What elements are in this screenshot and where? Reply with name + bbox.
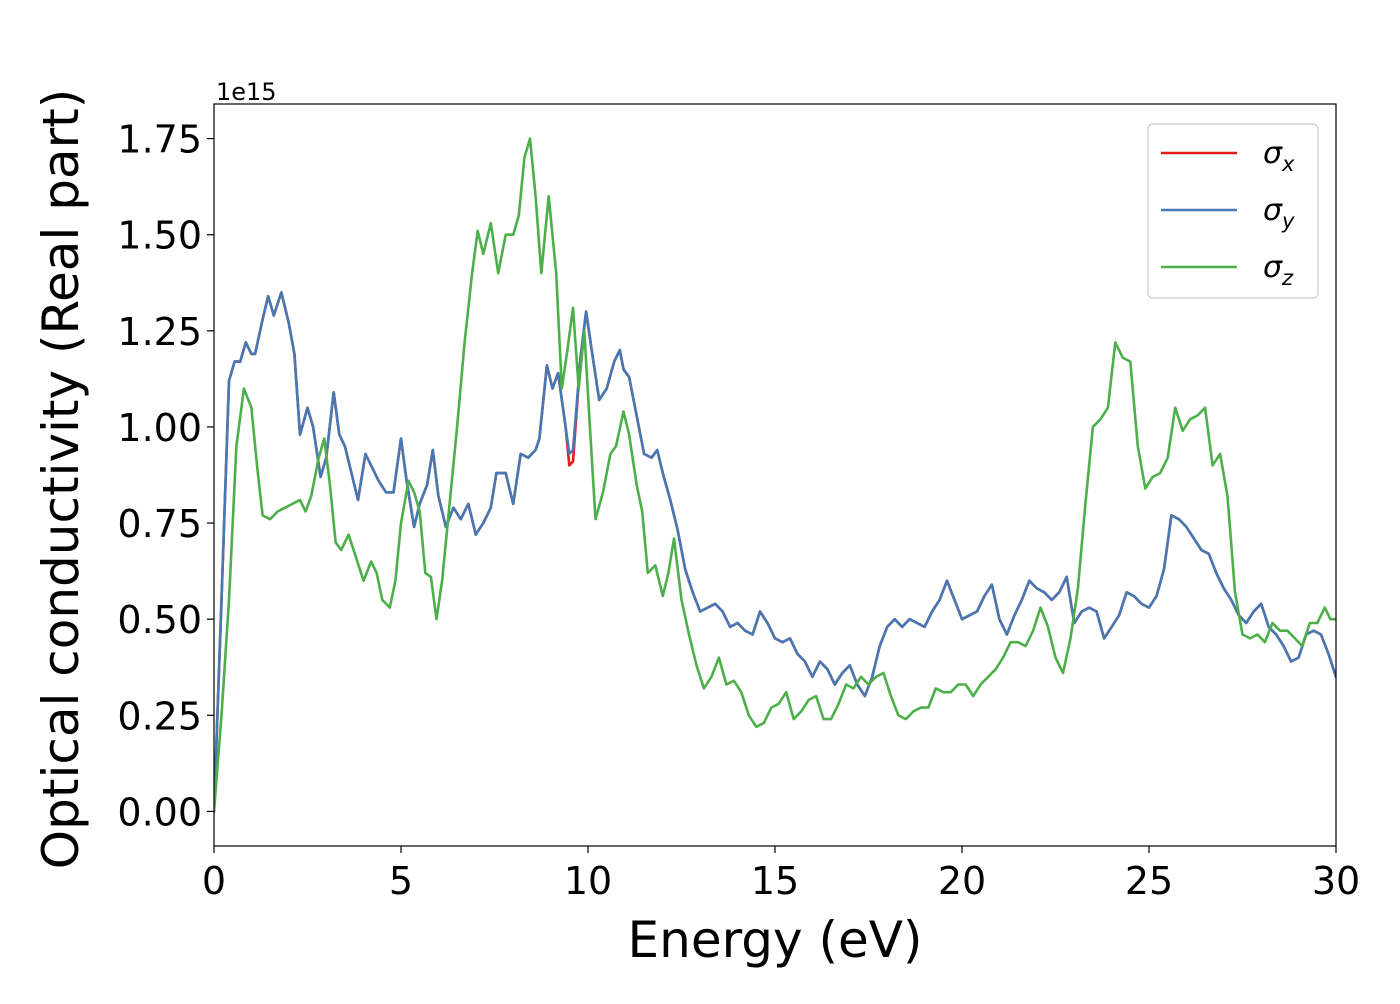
x-tick-label: 15 [751,859,799,903]
y-axis-label: Optical conductivity (Real part) [32,89,90,870]
y-tick-label: 1.50 [117,214,202,258]
x-axis-label: Energy (eV) [628,911,923,969]
y-tick-label: 1.00 [117,406,202,450]
series-layer [214,137,1336,813]
y-tick-label: 0.50 [117,598,202,642]
y-tick-label: 1.25 [117,310,202,354]
y-tick-label: 0.00 [117,790,202,834]
series-line-z [214,137,1336,813]
x-tick-label: 0 [202,859,226,903]
x-tick-label: 25 [1125,859,1173,903]
x-axis-ticks: 0 5 10 15 20 25 30 [202,846,1360,903]
y-tick-label: 0.25 [117,694,202,738]
x-tick-label: 5 [389,859,413,903]
x-tick-label: 20 [938,859,986,903]
x-tick-label: 30 [1312,859,1360,903]
y-tick-label: 1.75 [117,118,202,162]
y-axis-offset-text: 1e15 [216,78,277,106]
x-tick-label: 10 [564,859,612,903]
y-tick-label: 0.75 [117,502,202,546]
series-line-y [214,291,1336,813]
y-axis-ticks: 0.00 0.25 0.50 0.75 1.00 1.25 1.50 1.75 [117,118,214,834]
